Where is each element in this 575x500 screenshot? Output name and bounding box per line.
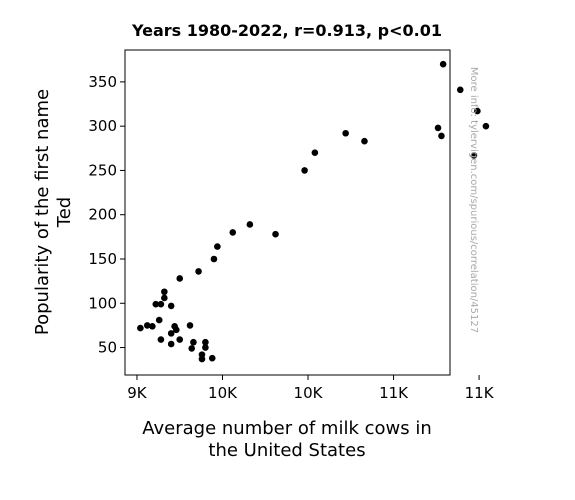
data-point: [176, 275, 184, 282]
data-point: [167, 302, 175, 310]
data-point: [470, 152, 478, 159]
watermark-text: More info: tylervigen.com/spurious/corre…: [468, 67, 479, 333]
y-tick-label: 100: [88, 294, 117, 312]
x-axis: 9K 10K 10K 11K 11K: [127, 375, 495, 402]
y-tick-label: 200: [88, 206, 117, 224]
y-tick-label: 50: [98, 339, 117, 357]
data-point: [210, 255, 218, 263]
data-point: [272, 230, 279, 238]
data-point: [167, 330, 175, 337]
data-point: [157, 336, 165, 343]
data-point: [439, 60, 447, 68]
y-tick-label: 350: [88, 73, 117, 91]
data-points: [137, 60, 490, 363]
data-point: [173, 326, 180, 334]
data-point: [152, 300, 160, 308]
data-point: [246, 221, 254, 228]
plot-frame: [124, 49, 451, 376]
data-point: [482, 122, 490, 130]
data-point: [202, 344, 209, 351]
data-point: [149, 322, 156, 330]
y-axis-label-line-2: Ted: [54, 197, 75, 228]
x-tick-label: 9K: [127, 384, 148, 402]
x-axis-label-line-1: Average number of milk cows in: [142, 418, 432, 439]
x-tick-label: 10K: [294, 384, 324, 402]
plot-area: 9K 10K 10K 11K 11K 50 100 150 200 250 300 350: [88, 49, 495, 402]
y-tick-label: 150: [88, 250, 117, 268]
data-point: [143, 322, 151, 329]
x-tick-label: 10K: [208, 384, 238, 402]
data-point: [188, 345, 196, 352]
data-point: [208, 354, 216, 362]
data-point: [229, 229, 237, 236]
data-point: [342, 129, 349, 137]
y-tick-label: 250: [88, 161, 117, 179]
data-point: [157, 300, 165, 308]
data-point: [195, 268, 202, 275]
data-point: [301, 167, 308, 174]
data-point: [438, 132, 445, 140]
data-point: [161, 294, 168, 302]
data-point: [456, 86, 464, 94]
y-axis-label-line-1: Popularity of the first name: [32, 89, 53, 335]
chart-title: Years 1980-2022, r=0.913, p<0.01: [131, 21, 442, 40]
data-point: [186, 322, 194, 329]
data-point: [137, 324, 144, 332]
data-point: [474, 107, 481, 115]
y-axis: 50 100 150 200 250 300 350: [88, 73, 125, 357]
y-tick-label: 300: [88, 117, 117, 135]
data-point: [161, 288, 168, 296]
data-point: [190, 338, 197, 346]
data-point: [311, 149, 319, 157]
x-tick-label: 11K: [465, 384, 495, 402]
data-point: [434, 124, 442, 132]
data-point: [214, 243, 221, 250]
data-point: [198, 351, 206, 358]
x-tick-label: 11K: [379, 384, 409, 402]
data-point: [167, 340, 175, 348]
data-point: [155, 316, 163, 324]
data-point: [176, 336, 184, 343]
x-axis-label-line-2: the United States: [208, 440, 365, 461]
data-point: [202, 338, 209, 346]
data-point: [361, 137, 368, 145]
